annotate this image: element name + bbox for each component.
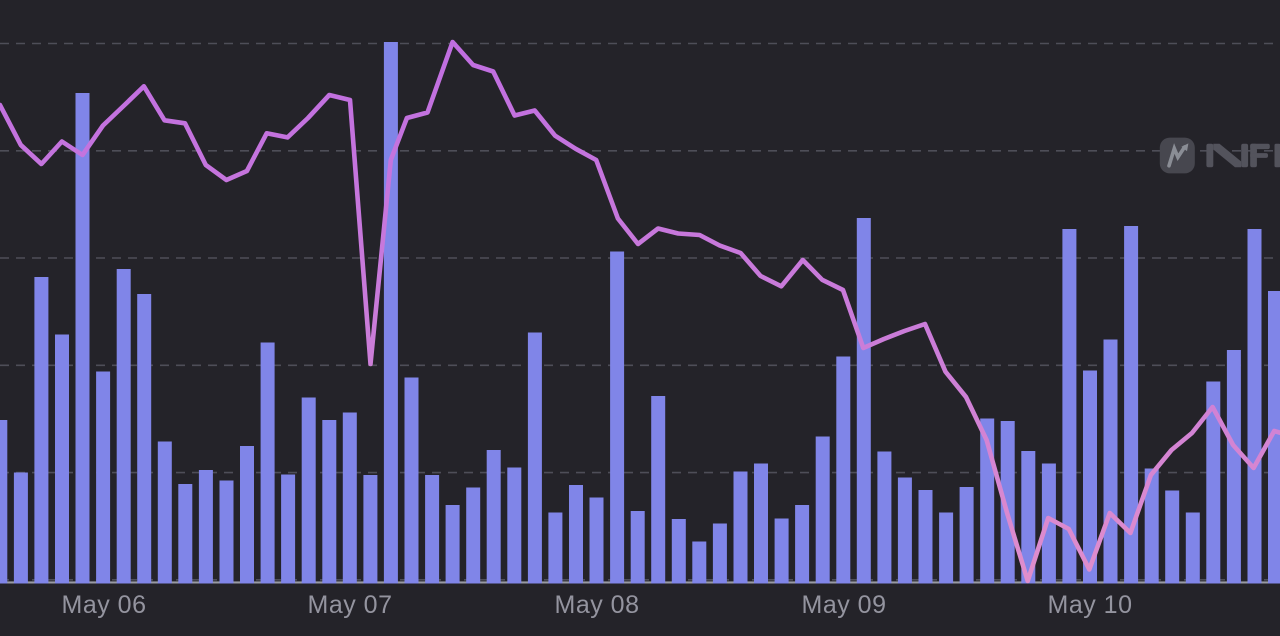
svg-text:May 08: May 08 [555,591,640,619]
svg-text:May 09: May 09 [802,591,887,619]
svg-text:May 07: May 07 [308,591,393,619]
svg-text:May 10: May 10 [1048,591,1133,619]
svg-text:May 06: May 06 [62,591,147,619]
